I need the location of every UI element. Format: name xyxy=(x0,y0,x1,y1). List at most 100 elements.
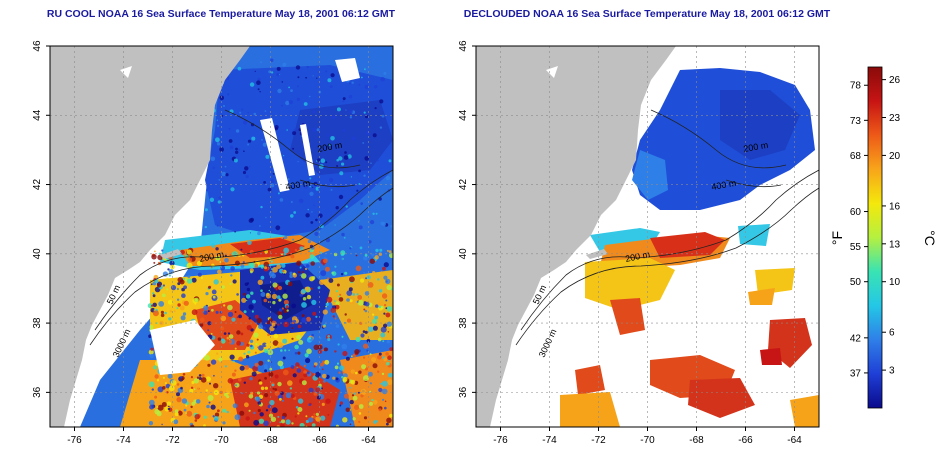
sst-speckle-dot xyxy=(297,407,303,412)
sst-speckle-dot xyxy=(228,339,233,344)
sst-speckle-dot xyxy=(270,416,277,422)
sst-speckle-dot xyxy=(353,392,356,395)
sst-speckle-dot xyxy=(193,378,199,384)
sst-speckle-dot xyxy=(183,408,187,412)
sst-speckle-dot xyxy=(249,377,253,381)
lat-tick-label: 42 xyxy=(458,179,469,191)
sst-speckle-dot xyxy=(342,376,348,382)
sst-speckle-dot xyxy=(363,255,368,261)
sst-speckle-dot xyxy=(244,402,249,408)
sst-speckle-dot xyxy=(204,208,208,212)
sst-speckle-dot xyxy=(366,338,371,343)
panel-title: DECLOUDED NOAA 16 Sea Surface Temperatur… xyxy=(464,8,831,20)
sst-speckle-dot xyxy=(151,304,154,307)
sst-speckle-dot xyxy=(242,120,248,125)
sst-speckle-dot xyxy=(243,381,246,384)
sst-speckle-dot xyxy=(229,409,233,413)
sst-speckle-dot xyxy=(321,368,324,371)
sst-speckle-dot xyxy=(267,333,270,337)
sst-speckle-dot xyxy=(254,314,259,319)
sst-speckle-dot xyxy=(326,296,333,303)
fahrenheit-tick-label: 37 xyxy=(850,368,862,379)
sst-speckle-dot xyxy=(349,247,352,250)
lon-tick-label: -66 xyxy=(312,435,327,446)
sst-speckle-dot xyxy=(308,337,312,340)
sst-speckle-dot xyxy=(311,333,314,337)
sst-speckle-dot xyxy=(268,413,274,418)
sst-speckle-dot xyxy=(377,278,380,281)
sst-speckle-dot xyxy=(305,264,310,268)
lat-tick-label: 46 xyxy=(32,40,43,52)
fahrenheit-tick-label: 50 xyxy=(850,277,862,288)
sst-speckle-dot xyxy=(312,127,317,133)
sst-speckle-dot xyxy=(247,139,252,143)
sst-speckle-dot xyxy=(356,189,359,192)
sst-speckle-dot xyxy=(388,159,392,163)
sst-speckle-dot xyxy=(383,357,388,362)
lon-tick-label: -74 xyxy=(116,435,131,446)
sst-speckle-dot xyxy=(209,382,211,385)
sst-speckle-dot xyxy=(379,126,383,129)
sst-speckle-dot xyxy=(345,356,350,361)
sst-speckle-dot xyxy=(248,317,251,320)
sst-speckle-dot xyxy=(277,360,284,367)
sst-speckle-dot xyxy=(283,273,286,275)
sst-speckle-dot xyxy=(290,214,294,218)
lon-tick-label: -72 xyxy=(165,435,180,446)
lon-tick-label: -68 xyxy=(689,435,704,446)
sst-speckle-dot xyxy=(383,262,389,268)
sst-speckle-dot xyxy=(305,419,309,424)
sst-speckle-dot xyxy=(310,287,313,290)
sst-speckle-dot xyxy=(149,404,155,410)
sst-speckle-dot xyxy=(381,114,385,118)
sst-speckle-dot xyxy=(339,171,344,176)
sst-speckle-dot xyxy=(267,404,272,409)
sst-speckle-dot xyxy=(322,325,326,328)
sst-speckle-dot xyxy=(264,249,269,254)
sst-speckle-dot xyxy=(350,369,355,374)
sst-speckle-dot xyxy=(198,374,202,377)
sst-speckle-dot xyxy=(306,66,309,69)
sst-speckle-dot xyxy=(335,301,340,306)
sst-speckle-dot xyxy=(352,417,356,421)
sst-speckle-dot xyxy=(298,271,301,274)
fahrenheit-tick-label: 78 xyxy=(850,81,862,92)
sst-speckle-dot xyxy=(335,324,340,328)
sst-speckle-dot xyxy=(217,124,220,127)
sst-speckle-dot xyxy=(168,274,171,277)
sst-speckle-dot xyxy=(226,336,230,340)
sst-speckle-dot xyxy=(371,398,374,402)
sst-speckle-dot xyxy=(342,97,346,101)
sst-speckle-dot xyxy=(283,155,285,157)
sst-speckle-dot xyxy=(363,356,366,359)
sst-speckle-dot xyxy=(320,362,324,367)
sst-speckle-dot xyxy=(263,364,268,368)
sst-speckle-dot xyxy=(254,362,259,367)
sst-speckle-dot xyxy=(258,418,265,424)
sst-speckle-dot xyxy=(193,388,196,391)
sst-speckle-dot xyxy=(320,415,326,421)
sst-speckle-dot xyxy=(383,71,387,75)
sst-speckle-dot xyxy=(348,95,353,99)
sst-speckle-dot xyxy=(221,171,226,177)
sst-speckle-dot xyxy=(374,107,377,110)
sst-speckle-dot xyxy=(182,277,185,280)
sst-speckle-dot xyxy=(251,371,257,377)
sst-speckle-dot xyxy=(236,330,241,335)
sst-speckle-dot xyxy=(312,186,314,188)
sst-speckle-dot xyxy=(265,216,267,219)
sst-speckle-dot xyxy=(330,73,335,78)
sst-speckle-dot xyxy=(364,309,368,313)
sst-speckle-dot xyxy=(268,371,274,377)
sst-speckle-dot xyxy=(282,338,288,344)
sst-speckle-dot xyxy=(361,364,367,370)
sst-speckle-dot xyxy=(263,181,266,184)
sst-speckle-dot xyxy=(176,383,180,386)
sst-speckle-dot xyxy=(223,304,226,307)
sst-speckle-dot xyxy=(248,304,254,310)
sst-speckle-dot xyxy=(291,303,297,309)
sst-speckle-dot xyxy=(335,377,339,381)
map-grid xyxy=(476,46,819,427)
sst-speckle-dot xyxy=(208,401,211,404)
sst-speckle-dot xyxy=(277,88,282,94)
